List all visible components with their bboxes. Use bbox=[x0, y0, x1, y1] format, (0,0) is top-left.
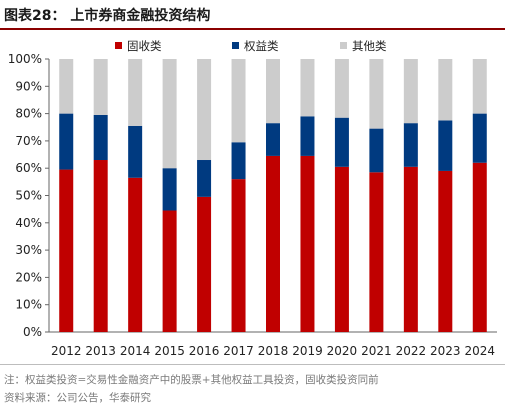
x-tick-label: 2022 bbox=[396, 344, 427, 358]
source-note: 资料来源：公司公告，华泰研究 bbox=[4, 392, 151, 404]
bar-segment bbox=[369, 128, 384, 173]
y-tick-label: 80% bbox=[15, 107, 42, 121]
x-tick-label: 2024 bbox=[464, 344, 495, 358]
x-tick-label: 2015 bbox=[154, 344, 185, 358]
bar-segment bbox=[369, 59, 384, 129]
bar-segment bbox=[93, 160, 108, 332]
y-tick-label: 40% bbox=[15, 216, 42, 230]
x-tick-label: 2019 bbox=[292, 344, 323, 358]
bar-segment bbox=[334, 166, 349, 332]
legend-label: 权益类 bbox=[244, 39, 279, 53]
y-tick-label: 60% bbox=[15, 161, 42, 175]
x-tick-label: 2018 bbox=[258, 344, 289, 358]
bar-segment bbox=[403, 123, 418, 167]
bar-segment bbox=[472, 162, 487, 332]
y-tick-label: 10% bbox=[15, 298, 42, 312]
bar-segment bbox=[334, 59, 349, 118]
y-tick-label: 50% bbox=[15, 189, 42, 203]
bar-segment bbox=[266, 59, 280, 124]
x-tick-label: 2020 bbox=[327, 344, 358, 358]
bar-segment bbox=[59, 169, 74, 332]
y-tick-label: 90% bbox=[15, 79, 42, 93]
y-tick-label: 100% bbox=[8, 52, 42, 66]
bar-segment bbox=[59, 59, 74, 114]
bar-segment bbox=[162, 59, 177, 169]
bar-segment bbox=[93, 114, 108, 161]
x-tick-label: 2012 bbox=[51, 344, 82, 358]
x-tick-label: 2016 bbox=[189, 344, 220, 358]
bar-segment bbox=[334, 117, 349, 167]
x-tick-label: 2023 bbox=[430, 344, 461, 358]
bar-segment bbox=[300, 116, 315, 156]
bar-segment bbox=[472, 59, 487, 114]
bar-segment bbox=[266, 155, 280, 332]
bar-segment bbox=[231, 142, 246, 180]
x-tick-label: 2014 bbox=[120, 344, 151, 358]
bar-segment bbox=[128, 177, 143, 332]
footnote: 注：权益类投资=交易性金融资产中的股票+其他权益工具投资，固收类投资同前 bbox=[4, 374, 379, 386]
bar-segment bbox=[128, 59, 143, 126]
bar-segment bbox=[438, 170, 453, 332]
bar-segment bbox=[438, 120, 453, 171]
bar-segment bbox=[197, 160, 212, 197]
bar-segment bbox=[300, 59, 315, 117]
legend-swatch bbox=[340, 42, 347, 49]
bar-segment bbox=[300, 155, 315, 332]
bar-segment bbox=[162, 210, 177, 332]
bar-segment bbox=[197, 59, 212, 161]
legend-swatch bbox=[115, 42, 122, 49]
bar-segment bbox=[93, 59, 108, 115]
bar-segment bbox=[438, 59, 453, 121]
y-tick-label: 30% bbox=[15, 243, 42, 257]
bar-segment bbox=[128, 125, 143, 178]
x-tick-label: 2013 bbox=[85, 344, 116, 358]
bar-segment bbox=[369, 172, 384, 332]
chart-title: 图表28： 上市券商金融投资结构 bbox=[4, 8, 211, 24]
y-tick-label: 0% bbox=[23, 325, 42, 339]
title-rule bbox=[0, 28, 505, 30]
x-tick-label: 2021 bbox=[361, 344, 392, 358]
bar-segment bbox=[231, 59, 246, 143]
bar-segment bbox=[162, 168, 177, 211]
stacked-bar-chart: 固收类 权益类 其他类 0% 10% 20% 30% 40% 50% 60% 70% 80% 90% 10… bbox=[8, 39, 497, 358]
bar-segment bbox=[266, 123, 280, 156]
legend-swatch bbox=[232, 42, 239, 49]
title-bar: 图表28： 上市券商金融投资结构 bbox=[0, 0, 505, 30]
legend-label: 固收类 bbox=[127, 39, 162, 53]
note-divider bbox=[0, 364, 505, 365]
legend-label: 其他类 bbox=[352, 39, 387, 53]
bar-segment bbox=[403, 59, 418, 124]
bar-segment bbox=[231, 179, 246, 332]
bar-segment bbox=[472, 113, 487, 163]
bar-segment bbox=[403, 166, 418, 332]
y-tick-label: 70% bbox=[15, 134, 42, 148]
bar-segment bbox=[59, 113, 74, 170]
bar-segment bbox=[197, 196, 212, 332]
x-tick-label: 2017 bbox=[223, 344, 254, 358]
y-tick-label: 20% bbox=[15, 270, 42, 284]
